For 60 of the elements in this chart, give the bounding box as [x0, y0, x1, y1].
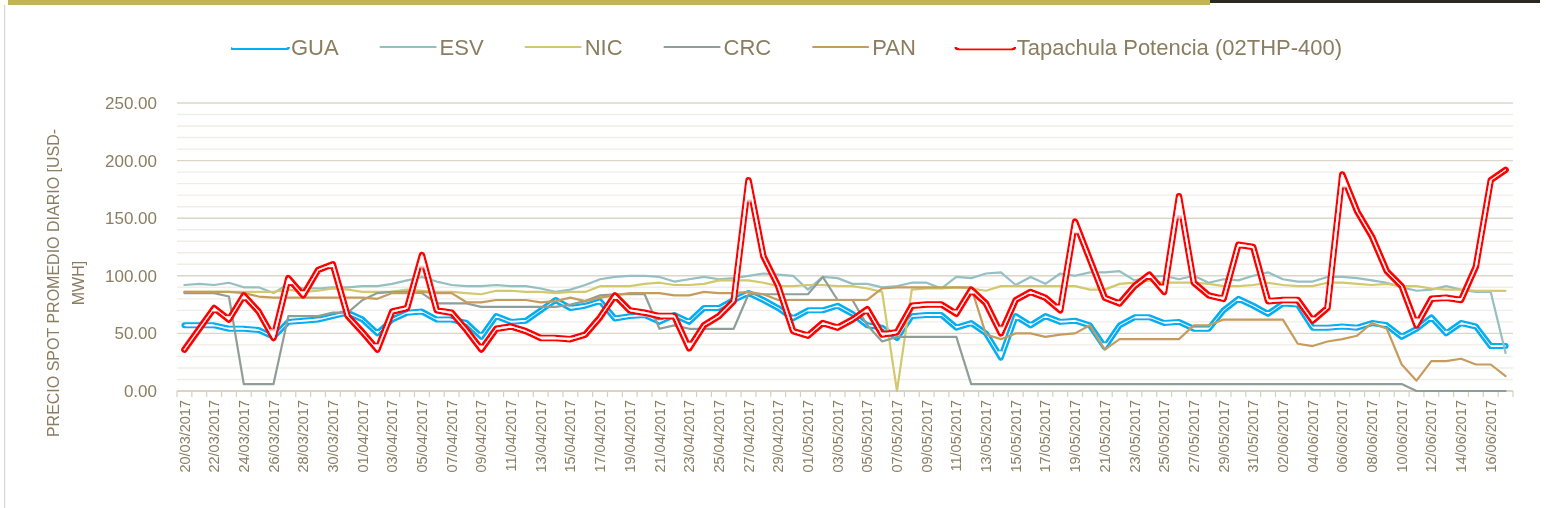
y-tick-label: 150.00: [105, 209, 157, 229]
x-tick-label: 16/06/2017: [1482, 400, 1499, 473]
x-tick-label: 07/05/2017: [889, 400, 906, 473]
x-tick-label: 23/05/2017: [1126, 400, 1143, 473]
x-tick-label: 25/04/2017: [710, 400, 727, 473]
legend-label: NIC: [584, 34, 623, 60]
x-tick-label: 09/05/2017: [918, 400, 935, 473]
legend-label: CRC: [723, 34, 772, 60]
x-tick-label: 07/04/2017: [443, 400, 460, 473]
x-tick-label: 03/05/2017: [829, 400, 846, 473]
x-tick-label: 28/03/2017: [295, 400, 312, 473]
x-tick-label: 13/05/2017: [978, 400, 995, 473]
x-tick-label: 09/04/2017: [473, 400, 490, 473]
x-tick-label: 13/04/2017: [532, 400, 549, 473]
y-tick-label: 100.00: [105, 266, 157, 286]
x-tick-label: 29/05/2017: [1215, 400, 1232, 473]
legend-label: Tapachula Potencia (02THP-400): [1016, 34, 1343, 60]
x-tick-label: 11/04/2017: [503, 400, 520, 472]
x-tick-label: 06/06/2017: [1334, 400, 1351, 473]
x-tick-label: 17/04/2017: [592, 400, 609, 473]
line-series: [183, 270, 1507, 355]
x-tick-label: 30/03/2017: [324, 400, 341, 473]
y-tick-label: 0.00: [123, 381, 157, 401]
legend-label: PAN: [872, 34, 916, 60]
x-tick-label: 25/05/2017: [1156, 400, 1173, 473]
x-tick-label: 27/05/2017: [1185, 400, 1202, 473]
legend-label: ESV: [439, 34, 484, 60]
y-tick-label: 200.00: [105, 151, 157, 171]
x-tick-label: 21/04/2017: [651, 400, 668, 473]
line-series: [183, 286, 1507, 382]
legend-label: GUA: [290, 34, 339, 60]
y-tick-label: 250.00: [105, 93, 157, 113]
x-tick-label: 05/04/2017: [414, 400, 431, 473]
x-tick-label: 22/03/2017: [206, 400, 223, 473]
x-tick-label: 14/06/2017: [1453, 400, 1470, 473]
y-tick-label: 50.00: [114, 324, 157, 344]
x-tick-label: 23/04/2017: [681, 400, 698, 473]
x-tick-label: 04/06/2017: [1304, 400, 1321, 473]
x-tick-label: 26/03/2017: [265, 400, 282, 473]
x-tick-label: 27/04/2017: [740, 400, 757, 473]
y-axis-title: PRECIO SPOT PROMEDIO DIARIO [USD-MWH]: [45, 128, 88, 438]
x-tick-label: 29/04/2017: [770, 400, 787, 473]
x-tick-label: 01/04/2017: [354, 400, 371, 473]
x-tick-label: 01/05/2017: [799, 400, 816, 473]
x-tick-label: 15/05/2017: [1007, 400, 1024, 473]
x-tick-label: 02/06/2017: [1274, 400, 1291, 473]
x-tick-label: 21/05/2017: [1096, 400, 1113, 473]
x-tick-label: 15/04/2017: [562, 400, 579, 473]
x-tick-label: 31/05/2017: [1245, 400, 1262, 473]
x-tick-label: 19/04/2017: [621, 400, 638, 473]
x-tick-label: 12/06/2017: [1423, 400, 1440, 473]
x-tick-label: 24/03/2017: [235, 400, 252, 473]
x-tick-label: 05/05/2017: [859, 400, 876, 473]
x-tick-label: 10/06/2017: [1393, 400, 1410, 473]
x-tick-label: 08/06/2017: [1364, 400, 1381, 473]
x-tick-label: 03/04/2017: [384, 400, 401, 473]
x-tick-label: 11/05/2017: [948, 400, 965, 472]
x-tick-label: 19/05/2017: [1067, 400, 1084, 473]
x-tick-label: 20/03/2017: [176, 400, 193, 473]
x-tick-label: 17/05/2017: [1037, 400, 1054, 473]
